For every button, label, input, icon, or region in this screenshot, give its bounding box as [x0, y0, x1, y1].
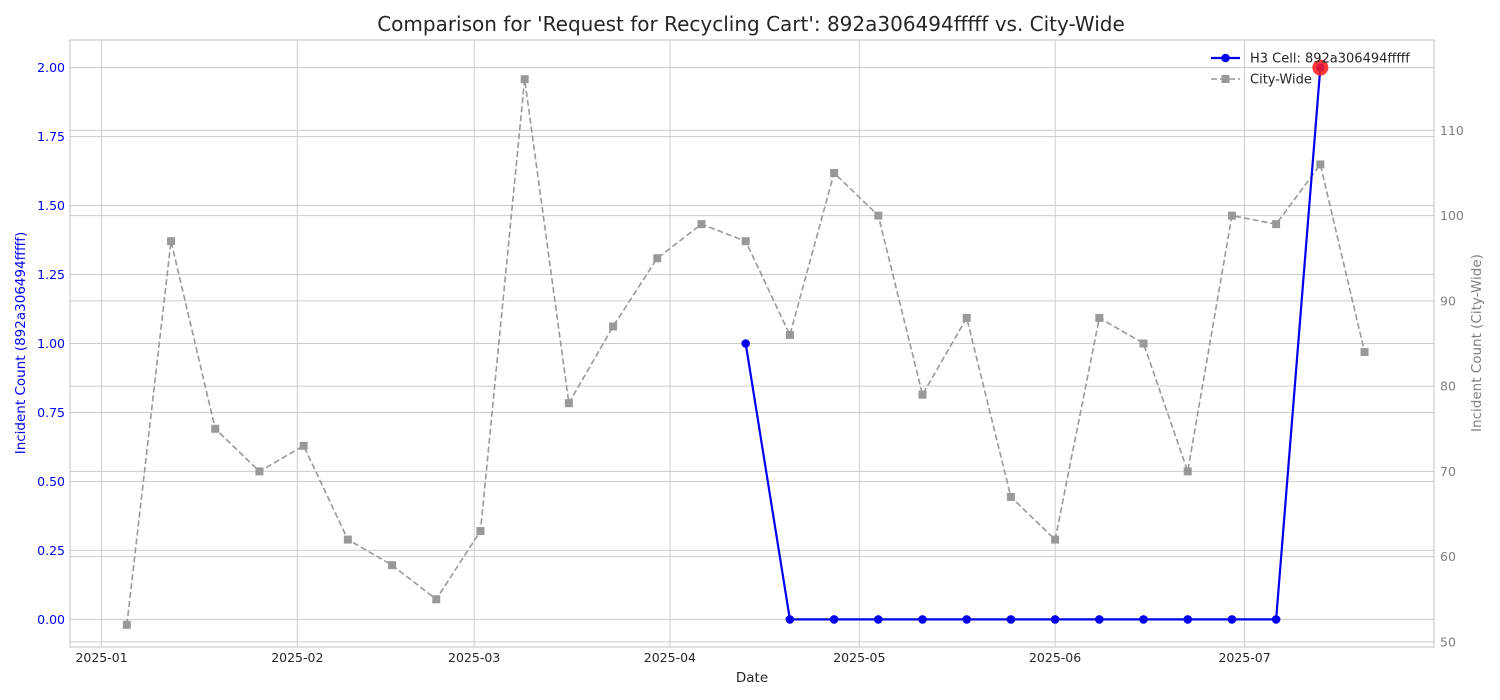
- city-wide-point: [343, 535, 352, 544]
- plot-frame: [69, 39, 1435, 648]
- city-wide-point: [1227, 211, 1236, 220]
- right-y-tick-label: 90: [1440, 293, 1456, 308]
- city-wide-line: [126, 79, 1366, 625]
- x-tick-label: 2025-07: [1218, 650, 1270, 665]
- x-tick-label: 2025-02: [271, 650, 323, 665]
- x-tick-label: 2025-05: [833, 650, 885, 665]
- city-wide-point: [388, 561, 397, 570]
- h3-cell-point: [829, 615, 839, 624]
- left-y-tick-labels: 0.00 0.25 0.50 0.75 1.00 1.25 1.50 1.75 2.00: [37, 60, 65, 627]
- city-wide-point: [918, 390, 927, 399]
- city-wide-point: [962, 313, 971, 322]
- city-wide-point: [167, 237, 176, 246]
- city-wide-point: [1360, 348, 1369, 357]
- h3-cell-point: [1050, 615, 1060, 624]
- h3-cell-point: [741, 339, 750, 348]
- city-wide-point: [1272, 220, 1281, 229]
- h3-cell-point: [1183, 615, 1193, 624]
- right-y-axis-label: Incident Count (City-Wide): [1469, 254, 1485, 432]
- highlight-point: [1312, 59, 1329, 76]
- city-wide-point: [564, 399, 573, 408]
- x-tick-labels: 2025-01 2025-02 2025-03 2025-04 2025-05 2025-…: [75, 650, 1270, 665]
- right-y-tick-label: 70: [1440, 464, 1456, 479]
- h3-cell-point: [1095, 615, 1104, 624]
- legend-marker-city-wide: [1221, 75, 1230, 83]
- h3-cell-point: [1139, 615, 1148, 624]
- right-y-tick-label: 50: [1440, 634, 1456, 649]
- city-wide-point: [299, 441, 308, 450]
- left-y-tick-label: 1.00: [37, 336, 65, 351]
- x-tick-label: 2025-06: [1029, 650, 1081, 665]
- city-wide-point: [609, 322, 618, 331]
- h3-cell-point: [873, 615, 883, 624]
- city-wide-point: [211, 424, 220, 433]
- legend-label-h3-cell: H3 Cell: 892a306494fffff: [1250, 52, 1410, 67]
- city-wide-point: [1095, 313, 1104, 322]
- h3-cell-point: [1271, 615, 1281, 624]
- right-y-tick-label: 60: [1440, 549, 1456, 564]
- city-wide-point: [1051, 535, 1060, 544]
- right-y-tick-label: 100: [1440, 208, 1464, 223]
- left-y-tick-label: 0.75: [37, 405, 65, 420]
- city-wide-point: [520, 75, 529, 84]
- city-wide-point: [1183, 467, 1192, 476]
- city-wide-point: [1006, 492, 1015, 501]
- city-wide-point: [874, 211, 883, 220]
- legend-marker-h3-cell: [1221, 53, 1230, 63]
- left-y-tick-label: 2.00: [37, 60, 65, 75]
- x-tick-label: 2025-01: [75, 650, 127, 665]
- h3-cell-point: [785, 615, 795, 624]
- h3-cell-point: [962, 615, 972, 624]
- right-y-tick-label: 80: [1440, 379, 1456, 394]
- city-wide-point: [122, 620, 131, 629]
- city-wide-point: [1139, 339, 1148, 348]
- legend-label-city-wide: City-Wide: [1250, 73, 1312, 88]
- left-y-tick-label: 1.25: [37, 267, 65, 282]
- x-tick-label: 2025-04: [644, 650, 696, 665]
- left-y-tick-label: 1.50: [37, 198, 65, 213]
- city-wide-point: [653, 254, 662, 263]
- h3-cell-series: [741, 59, 1329, 624]
- city-wide-point: [476, 527, 485, 536]
- x-axis-label: Date: [736, 670, 768, 686]
- chart-title: Comparison for 'Request for Recycling Ca…: [377, 12, 1125, 36]
- city-wide-point: [830, 168, 839, 177]
- city-wide-point: [432, 595, 441, 604]
- h3-cell-point: [1227, 615, 1237, 624]
- x-tick-label: 2025-03: [448, 650, 500, 665]
- legend: H3 Cell: 892a306494fffff City-Wide: [1211, 52, 1410, 88]
- city-wide-point: [697, 220, 706, 229]
- grid: [70, 40, 1434, 647]
- left-y-tick-label: 1.75: [37, 129, 65, 144]
- left-y-tick-label: 0.25: [37, 543, 65, 558]
- left-y-tick-label: 0.00: [37, 612, 65, 627]
- right-y-tick-labels: 50 60 70 80 90 100 110: [1440, 123, 1464, 650]
- left-y-axis-label: Incident Count (892a306494fffff): [13, 232, 29, 455]
- left-y-tick-label: 0.50: [37, 474, 65, 489]
- right-y-tick-label: 110: [1440, 123, 1464, 138]
- city-wide-point: [1316, 160, 1325, 169]
- h3-cell-point: [1006, 615, 1016, 624]
- city-wide-series: [122, 75, 1369, 629]
- city-wide-point: [741, 237, 750, 246]
- city-wide-point: [785, 330, 794, 339]
- city-wide-point: [255, 467, 264, 476]
- h3-cell-point: [918, 615, 927, 624]
- h3-cell-line: [744, 67, 1322, 621]
